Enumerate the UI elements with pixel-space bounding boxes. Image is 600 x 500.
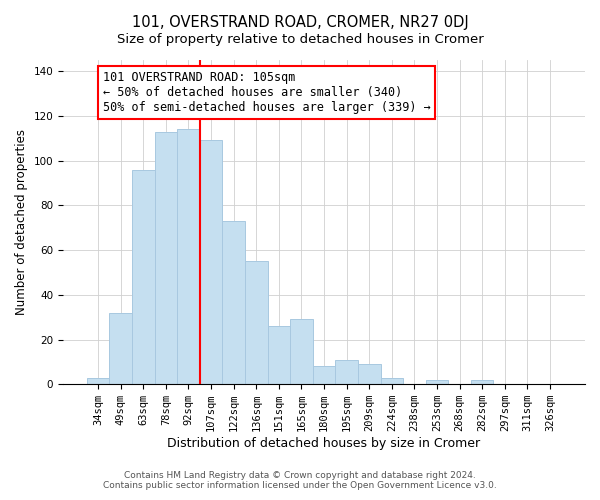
Text: 101 OVERSTRAND ROAD: 105sqm
← 50% of detached houses are smaller (340)
50% of se: 101 OVERSTRAND ROAD: 105sqm ← 50% of det… <box>103 71 430 114</box>
Bar <box>132 170 155 384</box>
Bar <box>335 360 358 384</box>
Bar <box>380 378 403 384</box>
Bar <box>155 132 177 384</box>
Bar <box>109 312 132 384</box>
Bar <box>268 326 290 384</box>
X-axis label: Distribution of detached houses by size in Cromer: Distribution of detached houses by size … <box>167 437 481 450</box>
Bar <box>313 366 335 384</box>
Text: Size of property relative to detached houses in Cromer: Size of property relative to detached ho… <box>116 32 484 46</box>
Bar <box>471 380 493 384</box>
Bar <box>87 378 109 384</box>
Bar <box>200 140 223 384</box>
Bar <box>245 261 268 384</box>
Text: 101, OVERSTRAND ROAD, CROMER, NR27 0DJ: 101, OVERSTRAND ROAD, CROMER, NR27 0DJ <box>131 15 469 30</box>
Bar <box>358 364 380 384</box>
Bar <box>425 380 448 384</box>
Bar <box>177 130 200 384</box>
Text: Contains HM Land Registry data © Crown copyright and database right 2024.
Contai: Contains HM Land Registry data © Crown c… <box>103 470 497 490</box>
Bar <box>223 221 245 384</box>
Bar <box>290 320 313 384</box>
Y-axis label: Number of detached properties: Number of detached properties <box>15 129 28 315</box>
